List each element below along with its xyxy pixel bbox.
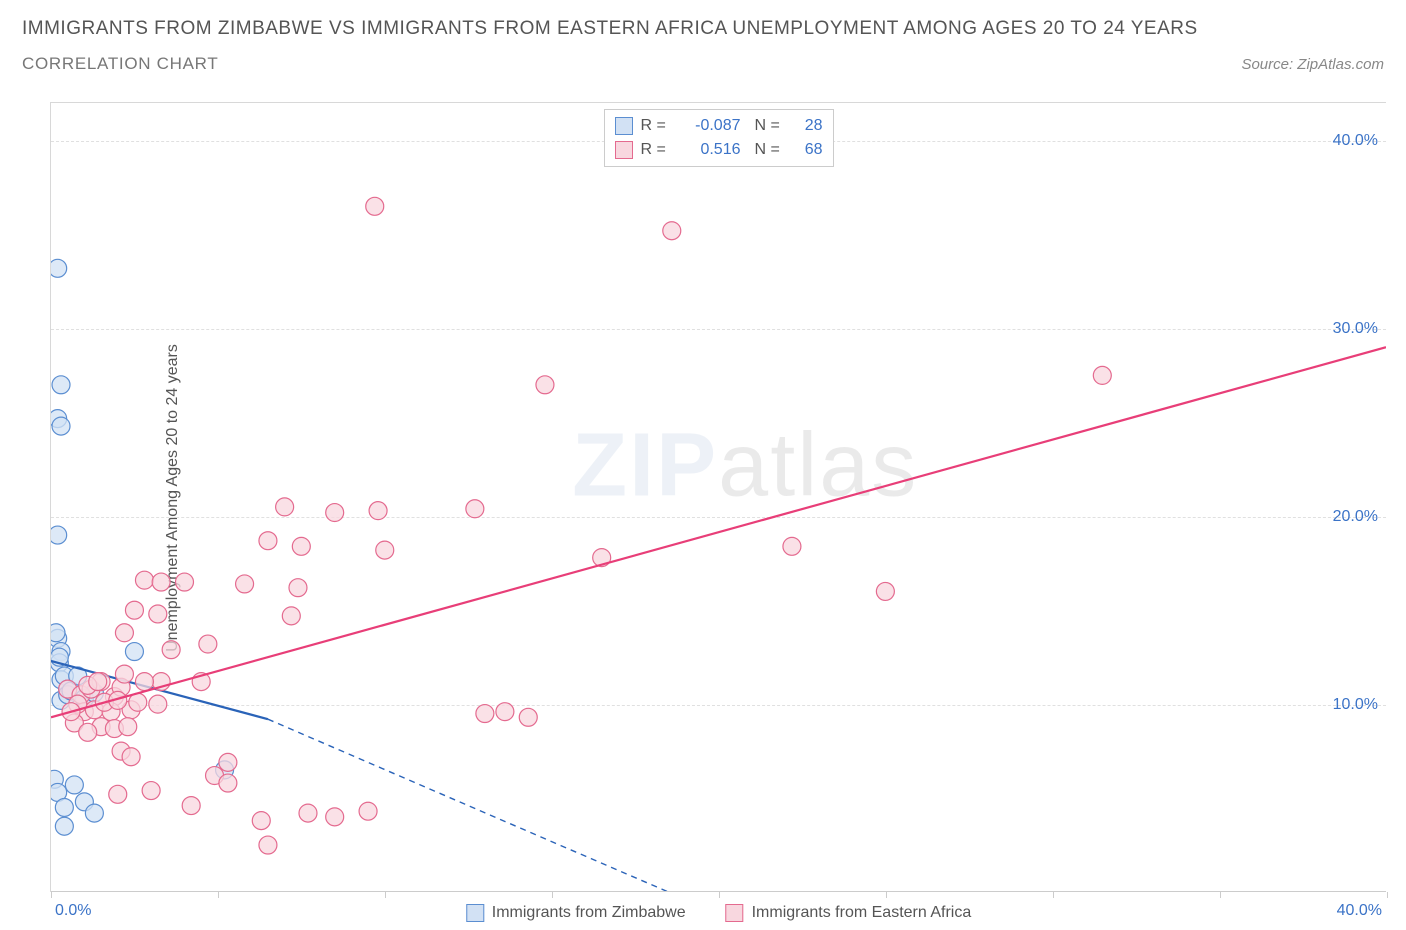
- series-swatch: [615, 141, 633, 159]
- data-point: [109, 785, 127, 803]
- data-point: [162, 641, 180, 659]
- legend-label: Immigrants from Zimbabwe: [492, 904, 686, 922]
- x-axis-min-label: 0.0%: [55, 902, 91, 920]
- data-point: [65, 776, 83, 794]
- source-text: Source: ZipAtlas.com: [1241, 56, 1384, 73]
- x-tick: [1053, 892, 1054, 898]
- legend-swatch: [726, 904, 744, 922]
- data-point: [89, 673, 107, 691]
- chart-subtitle: CORRELATION CHART: [22, 54, 218, 74]
- x-axis-max-label: 40.0%: [1337, 902, 1382, 920]
- data-point: [219, 774, 237, 792]
- subtitle-row: CORRELATION CHART Source: ZipAtlas.com: [22, 54, 1384, 74]
- data-point: [536, 376, 554, 394]
- data-point: [496, 703, 514, 721]
- data-point: [326, 504, 344, 522]
- data-point: [51, 624, 65, 642]
- stats-r-label: R =: [641, 114, 673, 138]
- data-point: [52, 417, 70, 435]
- chart-title: IMMIGRANTS FROM ZIMBABWE VS IMMIGRANTS F…: [22, 18, 1384, 40]
- data-point: [876, 582, 894, 600]
- data-point: [51, 526, 67, 544]
- stats-n-label: N =: [755, 138, 785, 162]
- data-point: [115, 624, 133, 642]
- data-point: [369, 502, 387, 520]
- data-point: [135, 673, 153, 691]
- data-point: [276, 498, 294, 516]
- data-point: [55, 798, 73, 816]
- data-point: [125, 601, 143, 619]
- x-tick: [385, 892, 386, 898]
- stats-row: R = -0.087 N = 28: [615, 114, 823, 138]
- data-point: [259, 836, 277, 854]
- data-point: [119, 718, 137, 736]
- stats-r-value: -0.087: [681, 114, 741, 138]
- data-point: [149, 605, 167, 623]
- stats-legend-box: R = -0.087 N = 28 R = 0.516 N = 68: [604, 109, 834, 167]
- x-tick: [218, 892, 219, 898]
- data-point: [125, 643, 143, 661]
- trend-line-extrapolation: [268, 719, 669, 892]
- data-point: [359, 802, 377, 820]
- data-point: [115, 665, 133, 683]
- data-point: [1093, 366, 1111, 384]
- stats-n-value: 28: [793, 114, 823, 138]
- data-point: [252, 812, 270, 830]
- legend-item: Immigrants from Zimbabwe: [466, 904, 686, 922]
- x-tick: [886, 892, 887, 898]
- data-point: [292, 537, 310, 555]
- data-point: [85, 804, 103, 822]
- data-point: [236, 575, 254, 593]
- series-swatch: [615, 117, 633, 135]
- data-point: [51, 259, 67, 277]
- x-tick: [719, 892, 720, 898]
- stats-n-value: 68: [793, 138, 823, 162]
- data-point: [282, 607, 300, 625]
- stats-r-value: 0.516: [681, 138, 741, 162]
- data-point: [142, 782, 160, 800]
- data-point: [299, 804, 317, 822]
- trend-line: [51, 347, 1386, 717]
- data-point: [219, 753, 237, 771]
- data-point: [663, 222, 681, 240]
- data-point: [135, 571, 153, 589]
- bottom-legend: Immigrants from Zimbabwe Immigrants from …: [466, 904, 971, 922]
- stats-row: R = 0.516 N = 68: [615, 138, 823, 162]
- header: IMMIGRANTS FROM ZIMBABWE VS IMMIGRANTS F…: [0, 0, 1406, 84]
- x-tick: [552, 892, 553, 898]
- data-point: [326, 808, 344, 826]
- stats-n-label: N =: [755, 114, 785, 138]
- scatter-plot: [51, 103, 1386, 892]
- data-point: [289, 579, 307, 597]
- x-tick: [1220, 892, 1221, 898]
- data-point: [519, 708, 537, 726]
- data-point: [182, 797, 200, 815]
- data-point: [466, 500, 484, 518]
- x-tick: [51, 892, 52, 898]
- data-point: [783, 537, 801, 555]
- legend-label: Immigrants from Eastern Africa: [752, 904, 972, 922]
- data-point: [176, 573, 194, 591]
- data-point: [476, 705, 494, 723]
- data-point: [259, 532, 277, 550]
- data-point: [149, 695, 167, 713]
- chart-area: Unemployment Among Ages 20 to 24 years Z…: [50, 102, 1386, 892]
- legend-swatch: [466, 904, 484, 922]
- stats-r-label: R =: [641, 138, 673, 162]
- data-point: [152, 573, 170, 591]
- data-point: [366, 197, 384, 215]
- legend-item: Immigrants from Eastern Africa: [726, 904, 972, 922]
- data-point: [55, 817, 73, 835]
- data-point: [79, 723, 97, 741]
- data-point: [199, 635, 217, 653]
- data-point: [376, 541, 394, 559]
- data-point: [122, 748, 140, 766]
- data-point: [52, 376, 70, 394]
- x-tick: [1387, 892, 1388, 898]
